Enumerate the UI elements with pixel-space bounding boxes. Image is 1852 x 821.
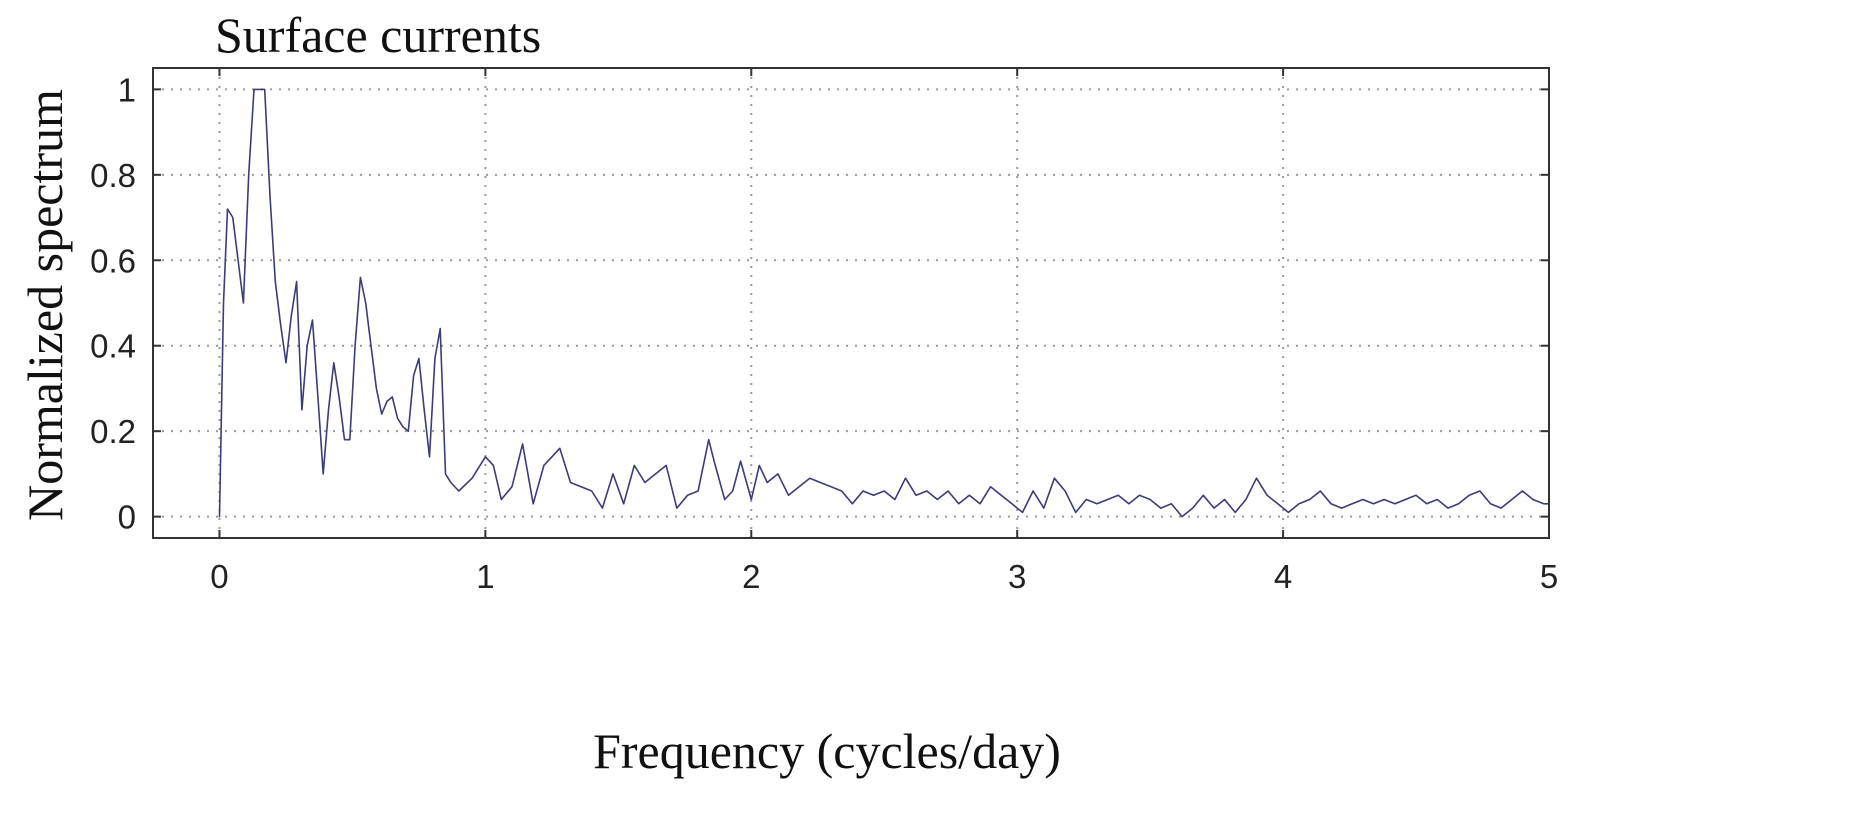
x-tick-label: 4 bbox=[1274, 558, 1292, 595]
y-tick-label: 1 bbox=[118, 71, 136, 108]
y-tick-labels: 0 0.2 0.4 0.6 0.8 1 bbox=[90, 71, 136, 535]
y-axis-label: Normalized spectrum bbox=[17, 89, 73, 521]
y-tick-label: 0.4 bbox=[90, 328, 136, 365]
x-axis-label: Frequency (cycles/day) bbox=[593, 723, 1061, 779]
tick-marks bbox=[153, 68, 1550, 538]
chart-title: Surface currents bbox=[215, 7, 541, 63]
x-tick-label: 5 bbox=[1540, 558, 1558, 595]
x-tick-label: 3 bbox=[1008, 558, 1026, 595]
y-tick-label: 0.8 bbox=[90, 157, 136, 194]
grid bbox=[153, 68, 1549, 538]
y-tick-label: 0.6 bbox=[90, 242, 136, 279]
x-tick-label: 1 bbox=[476, 558, 494, 595]
plot-frame bbox=[152, 67, 1550, 539]
y-tick-label: 0 bbox=[118, 499, 136, 536]
x-tick-label: 2 bbox=[742, 558, 760, 595]
x-tick-label: 0 bbox=[210, 558, 228, 595]
series-layer bbox=[218, 88, 1550, 518]
x-tick-labels: 0 1 2 3 4 5 bbox=[210, 558, 1558, 595]
y-tick-label: 0.2 bbox=[90, 413, 136, 450]
spectrum-series-line bbox=[218, 88, 1550, 518]
